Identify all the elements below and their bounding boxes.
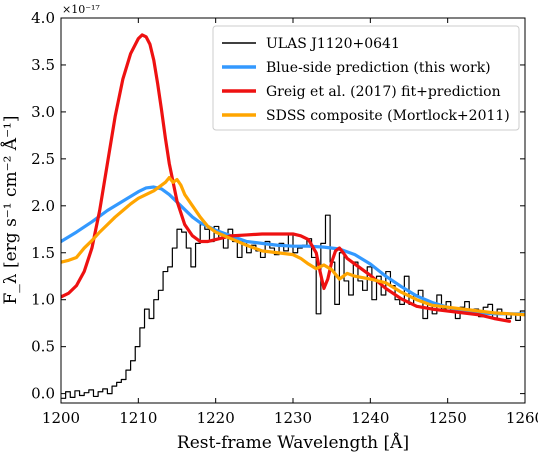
x-tick-label: 1240 <box>351 409 389 427</box>
series-line-blue-side-prediction-this-work <box>61 185 525 316</box>
y-tick-label: 0.0 <box>31 385 55 403</box>
y-tick-label: 4.0 <box>31 9 55 27</box>
x-tick-label: 1210 <box>119 409 157 427</box>
x-axis-label: Rest-frame Wavelength [Å] <box>177 432 409 453</box>
y-tick-label: 1.5 <box>31 244 55 262</box>
y-tick-label: 3.0 <box>31 103 55 121</box>
x-tick-label: 1220 <box>197 409 235 427</box>
y-tick-label: 0.5 <box>31 338 55 356</box>
legend-box <box>212 25 520 131</box>
y-tick-label: 2.5 <box>31 150 55 168</box>
legend-label: ULAS J1120+0641 <box>266 36 400 52</box>
y-tick-label: 2.0 <box>31 197 55 215</box>
legend-label: Blue-side prediction (this work) <box>266 60 491 76</box>
x-tick-label: 1200 <box>42 409 80 427</box>
legend-label: SDSS composite (Mortlock+2011) <box>266 108 510 124</box>
y-tick-label: 1.0 <box>31 291 55 309</box>
series-line-ulas-j1120-0641 <box>61 214 525 399</box>
legend-label: Greig et al. (2017) fit+prediction <box>266 84 501 100</box>
x-tick-label: 1230 <box>274 409 312 427</box>
series-line-sdss-composite-mortlock-2011 <box>61 176 525 317</box>
legend: ULAS J1120+0641 Blue-side prediction (thi… <box>212 25 520 131</box>
y-tick-label: 3.5 <box>31 56 55 74</box>
y-axis-label: F_λ [erg s⁻¹ cm⁻² Å⁻¹] <box>0 115 21 304</box>
series-layer <box>61 33 525 399</box>
x-tick-label: 1250 <box>429 409 467 427</box>
y-multiplier-label: ×10⁻¹⁷ <box>62 3 100 16</box>
